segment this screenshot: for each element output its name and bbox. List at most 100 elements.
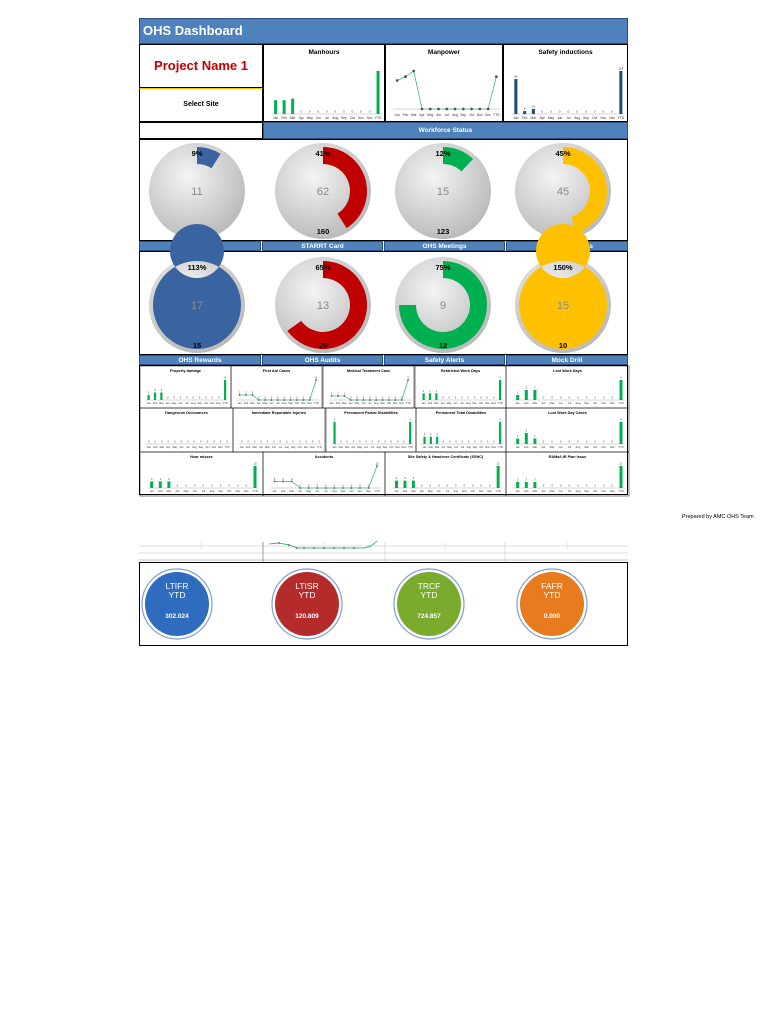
data-label: 0 xyxy=(543,440,545,444)
data-label: 4 xyxy=(413,476,415,480)
data-label: 0 xyxy=(203,484,205,488)
data-label: 0 xyxy=(442,396,444,400)
kpi-value: 0.000 xyxy=(544,613,561,620)
data-label: 0 xyxy=(185,484,187,488)
bar xyxy=(533,438,537,444)
data-label: 0 xyxy=(472,484,474,488)
data-label: 0 xyxy=(174,440,176,444)
tick-label: Mar xyxy=(434,401,439,405)
data-label: 0 xyxy=(186,396,188,400)
data-label: 0 xyxy=(365,440,367,444)
point xyxy=(289,399,292,401)
data-label: 0 xyxy=(594,440,596,444)
bar xyxy=(395,480,398,488)
data-label: 0 xyxy=(560,396,562,400)
tick-label: YTD xyxy=(618,401,623,405)
tick-label: Jul xyxy=(460,401,464,405)
tick-label: Jan xyxy=(330,401,335,405)
tick-label: YTD xyxy=(496,489,501,493)
meetings-header: OHS Meetings xyxy=(384,241,505,251)
gauge-dial xyxy=(149,143,245,239)
data-label: 1 xyxy=(436,432,438,436)
small-chart-title: Site Safety & Handover Certificate (SSHC… xyxy=(408,455,484,459)
tick-label: YTD xyxy=(497,401,502,405)
point xyxy=(376,465,378,467)
tick-label: Oct xyxy=(593,445,597,449)
small-chart-title: First Aid Cases xyxy=(263,369,291,373)
data-label: 0 xyxy=(395,396,397,400)
data-label: 0 xyxy=(551,440,553,444)
data-label: 0 xyxy=(559,110,561,114)
data-label: 0 xyxy=(218,396,220,400)
tick-label: Sep xyxy=(584,401,589,405)
tick-label: Jan xyxy=(395,113,400,117)
tick-label: Jan xyxy=(422,445,427,449)
tick-label: Aug xyxy=(285,445,290,449)
tick-label: May xyxy=(307,116,314,120)
tick-label: Jan xyxy=(516,489,521,493)
data-label: 0 xyxy=(493,396,495,400)
data-label: 0 xyxy=(199,396,201,400)
tick-label: YTD xyxy=(618,445,623,449)
tick-label: Oct xyxy=(389,445,393,449)
data-label: 0 xyxy=(207,440,209,444)
tick-label: Nov xyxy=(358,116,364,120)
tick-label: Nov xyxy=(601,445,606,449)
data-label: 0 xyxy=(603,484,605,488)
tick-label: Aug xyxy=(576,489,581,493)
tick-label: Feb xyxy=(158,489,163,493)
tick-label: Jul xyxy=(186,445,190,449)
tick-label: Dec xyxy=(402,445,407,449)
bar xyxy=(516,395,520,400)
bar xyxy=(167,481,171,488)
data-label: 0 xyxy=(168,440,170,444)
data-label: 0 xyxy=(369,110,371,114)
tick-label: Mar xyxy=(533,401,538,405)
tick-label: Jun xyxy=(453,401,458,405)
data-label: 0 xyxy=(309,396,311,400)
data-label: 0 xyxy=(388,396,390,400)
site-selector-cell[interactable] xyxy=(139,122,263,139)
gauge-target: 160 xyxy=(317,227,330,236)
data-label: 0 xyxy=(468,440,470,444)
data-label: 0 xyxy=(161,440,163,444)
tick-label: Jan xyxy=(238,401,243,405)
data-label: 0 xyxy=(391,440,393,444)
tick-label: Aug xyxy=(210,489,215,493)
data-label: 0 xyxy=(603,440,605,444)
data-label: 0 xyxy=(241,440,243,444)
tick-label: Nov xyxy=(395,445,400,449)
small-chart-title: Permanent Total Disabilities xyxy=(436,411,487,415)
tick-label: Feb xyxy=(281,116,287,120)
data-label: 0 xyxy=(342,484,344,488)
manhours-chart: Manhours Jan Feb Mar Apr May Jun Jul Aug Sep Oct N… xyxy=(263,44,385,122)
kpi-value: 302.024 xyxy=(165,613,189,620)
data-label: 0 xyxy=(376,396,378,400)
kpi-panel: LTIFR YTD 302.024 LTISR YTD 120.809 TRCF YTD 724… xyxy=(139,562,628,646)
tick-label: Jan xyxy=(332,445,337,449)
bar xyxy=(619,422,623,444)
select-site-box[interactable]: Select Site xyxy=(139,88,263,122)
tick-label: Jul xyxy=(185,401,189,405)
gauge-arc xyxy=(399,261,487,349)
data-label: 0 xyxy=(369,396,371,400)
gauge-percent: 45% xyxy=(555,149,570,158)
data-label: 0 xyxy=(438,484,440,488)
bar xyxy=(533,482,537,488)
data-label: 0 xyxy=(455,440,457,444)
select-site-label[interactable]: Select Site xyxy=(183,101,219,108)
point xyxy=(445,107,449,111)
data-label: 1 xyxy=(423,389,425,393)
tick-label: Sep xyxy=(383,445,388,449)
point xyxy=(290,480,293,483)
point xyxy=(367,487,370,489)
bar xyxy=(499,422,502,444)
data-label: 8 xyxy=(224,376,226,380)
data-label: 0 xyxy=(148,440,150,444)
bar xyxy=(498,380,502,400)
point xyxy=(368,399,371,401)
data-label: 0 xyxy=(576,110,578,114)
tick-label: Oct xyxy=(593,401,597,405)
kpi-svg: LTIFRYTD302.024LTISRYTD120.809TRCFYTD724… xyxy=(141,568,588,640)
